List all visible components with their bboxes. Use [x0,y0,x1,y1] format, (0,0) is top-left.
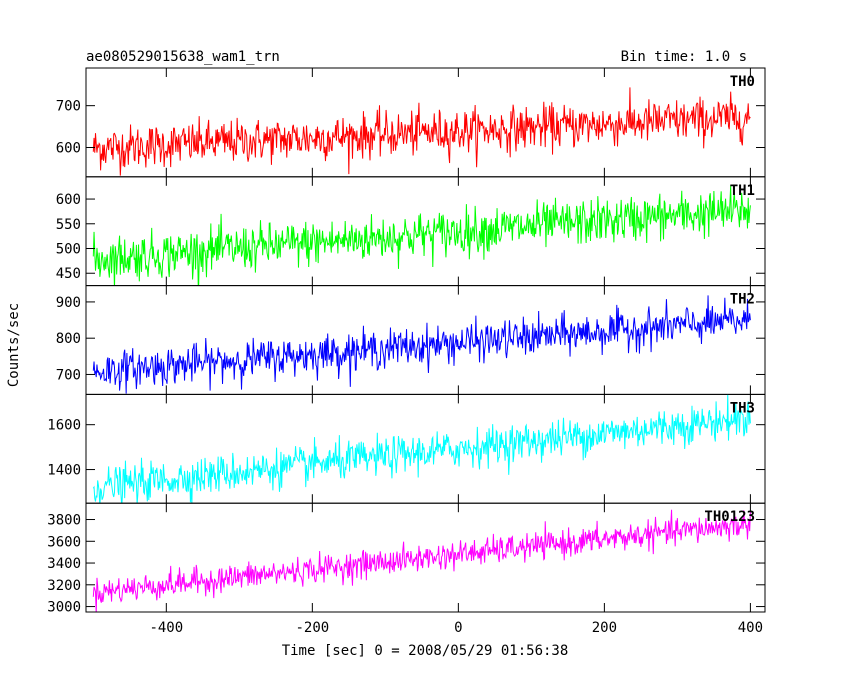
panel-th2: 700 800 900 TH2 [56,285,766,395]
series-line-th0 [92,87,751,176]
series-line-th3 [92,394,751,504]
panel-frame [85,502,766,613]
x-tick-label: 200 [592,620,617,636]
y-tick-label: 600 [56,141,81,157]
y-tick-label: 3800 [47,513,81,529]
y-tick-label: 700 [56,367,81,383]
y-tick-label: 600 [56,192,81,208]
series-line-th2 [92,295,751,394]
y-axis-label: Counts/sec [6,303,22,387]
panel-label-th0123: TH0123 [704,509,755,525]
y-tick-label: 550 [56,217,81,233]
x-tick-label: 0 [454,620,462,636]
panel-frame [85,285,766,395]
y-tick-label: 700 [56,99,81,115]
x-tick-label: 400 [738,620,763,636]
y-tick-label: 1400 [47,463,81,479]
panels: 600 700 TH0 450 500 550 600 TH1 700 800 900 TH2 1400… [47,67,766,636]
panel-th0123: 3000 3200 3400 3600 3800 TH0123 [47,502,766,616]
y-tick-label: 800 [56,331,81,347]
panel-label-th2: TH2 [730,292,755,308]
y-tick-label: 1600 [47,418,81,434]
panel-label-th1: TH1 [730,183,755,199]
y-tick-label: 3400 [47,556,81,572]
panel-th0: 600 700 TH0 [56,67,766,178]
bin-time-label: Bin time: 1.0 s [621,49,747,65]
panel-label-th0: TH0 [730,74,755,90]
y-tick-label: 900 [56,295,81,311]
x-tick-label: -400 [149,620,183,636]
series-line-th1 [92,185,751,286]
panel-label-th3: TH3 [730,400,755,416]
x-tick-label: -200 [295,620,329,636]
y-tick-label: 3600 [47,534,81,550]
y-tick-label: 3200 [47,578,81,594]
panel-th3: 1400 1600 TH3 [47,393,766,504]
panel-th1: 450 500 550 600 TH1 [56,176,766,287]
y-tick-label: 3000 [47,600,81,616]
series-line-th0123 [92,509,751,613]
y-tick-label: 500 [56,242,81,258]
y-tick-label: 450 [56,266,81,282]
chart-title: ae080529015638_wam1_trn [86,49,280,65]
x-axis-label: Time [sec] 0 = 2008/05/29 01:56:38 [282,643,569,659]
